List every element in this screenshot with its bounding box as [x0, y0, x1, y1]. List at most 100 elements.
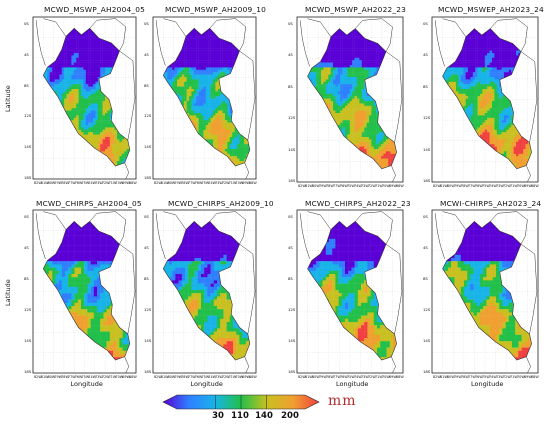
lon-tick-label: 70W — [115, 181, 124, 185]
lat-tick-label: 18S — [144, 369, 152, 374]
lon-tick-label: 70W — [382, 375, 390, 379]
lon-tick-label: 76W — [74, 375, 83, 379]
lon-tick-label: 70W — [382, 184, 390, 188]
map-frame — [32, 16, 137, 180]
lon-tick-label: 69W — [122, 181, 130, 185]
lon-tick-label: 78W — [181, 375, 189, 379]
peru-boundary — [442, 220, 532, 361]
lon-tick-label: 76W — [340, 375, 348, 379]
lon-tick-label: 68W — [396, 184, 404, 188]
lat-tick-label: 12S — [24, 113, 32, 119]
lon-tick-label: 76W — [194, 181, 203, 185]
lat-tick-label: 8S — [144, 276, 149, 281]
lon-tick-label: 77W — [187, 375, 196, 379]
lon-tick-label: 79W — [174, 375, 183, 379]
country-border — [434, 213, 445, 259]
lat-tick-label: 14S — [144, 338, 152, 343]
country-border — [209, 18, 246, 52]
lon-tick-label: 69W — [389, 375, 397, 379]
country-border — [43, 18, 67, 37]
lon-tick-label: 74W — [489, 375, 497, 379]
lon-tick-label: 70W — [115, 375, 124, 379]
lat-tick-label: 4S — [423, 52, 428, 58]
country-border — [385, 243, 403, 334]
peru-boundary — [442, 28, 532, 170]
lat-tick-label: 12S — [423, 115, 431, 121]
lat-tick-label: 0S — [24, 214, 29, 219]
lon-tick-label: 76W — [74, 181, 83, 185]
lat-tick-label: 4S — [288, 52, 293, 58]
map-panel-4 — [431, 16, 539, 183]
peru-boundary — [42, 220, 131, 361]
lon-tick-label: 80W — [312, 375, 320, 379]
lon-tick-label: 81W — [160, 375, 169, 379]
lon-tick-label: 74W — [208, 181, 216, 185]
lat-tick-label: 18S — [288, 369, 296, 374]
lat-tick-label: 0S — [288, 21, 293, 26]
lat-tick-label: 0S — [423, 214, 428, 219]
lon-tick-label: 68W — [396, 375, 404, 379]
lon-tick-label: 72W — [368, 184, 376, 188]
lat-tick-label: 14S — [288, 338, 296, 343]
lon-tick-label: 69W — [524, 375, 532, 379]
lon-tick-label: 73W — [215, 181, 223, 185]
map-frame — [152, 209, 257, 374]
lat-tick-label: 14S — [423, 146, 431, 152]
lat-tick-label: 8S — [423, 83, 428, 89]
lat-tick-label: 14S — [144, 144, 152, 150]
lat-tick-label: 18S — [24, 369, 32, 374]
lat-tick-label: 8S — [288, 276, 293, 281]
lat-tick-label: 18S — [423, 369, 431, 374]
lon-tick-label: 75W — [482, 184, 490, 188]
lon-tick-label: 71W — [228, 181, 237, 185]
country-border — [434, 20, 445, 67]
lon-tick-label: 73W — [95, 181, 103, 185]
lat-tick-label: 14S — [423, 338, 431, 343]
lon-tick-label: 68W — [129, 181, 137, 185]
lat-tick-label: 18S — [288, 178, 296, 183]
lon-tick-label: 82W — [298, 375, 306, 379]
colorbar-tick-label: 30 — [212, 411, 224, 421]
lon-tick-label: 77W — [468, 184, 476, 188]
colorbar-tick-label: 110 — [231, 411, 249, 421]
lat-tick-label: 18S — [144, 175, 152, 180]
lon-tick-label: 77W — [67, 375, 76, 379]
lon-tick-label: 80W — [167, 181, 176, 185]
map-frame — [152, 16, 257, 180]
lon-tick-label: 76W — [340, 184, 348, 188]
lon-tick-label: 81W — [305, 375, 313, 379]
map-frame — [296, 16, 404, 183]
lon-tick-label: 79W — [454, 184, 462, 188]
lat-tick-label: 4S — [288, 245, 293, 250]
country-border — [299, 213, 310, 259]
map-panel-2 — [152, 16, 257, 180]
lon-tick-label: 78W — [326, 375, 334, 379]
lon-tick-label: 78W — [61, 375, 69, 379]
country-border — [239, 243, 256, 334]
country-border — [119, 50, 136, 141]
peru-boundary — [162, 220, 251, 361]
lon-tick-label: 78W — [61, 181, 69, 185]
panel-title: MCWI-CHIRPS_AH2023_24 — [440, 199, 542, 208]
colorbar-tick-label: 140 — [255, 411, 273, 421]
country-border — [209, 211, 246, 245]
lon-tick-label: 79W — [319, 184, 327, 188]
country-border — [355, 211, 393, 245]
lat-tick-label: 8S — [24, 276, 29, 281]
lon-tick-label: 77W — [187, 181, 196, 185]
y-axis-label: Latitude — [4, 85, 12, 112]
lat-tick-label: 0S — [24, 21, 29, 26]
lon-tick-label: 78W — [461, 375, 469, 379]
colorbar — [162, 394, 320, 410]
country-border — [244, 356, 250, 374]
lon-tick-label: 82W — [154, 375, 162, 379]
map-panel-8 — [431, 209, 539, 374]
lon-tick-label: 81W — [40, 375, 49, 379]
lat-tick-label: 12S — [288, 307, 296, 312]
lon-tick-label: 71W — [108, 181, 117, 185]
lon-tick-label: 76W — [475, 375, 483, 379]
panel-title: MCWD_MSWEP_AH2023_24 — [438, 5, 544, 14]
lon-tick-label: 70W — [517, 375, 525, 379]
lon-tick-label: 75W — [201, 375, 210, 379]
